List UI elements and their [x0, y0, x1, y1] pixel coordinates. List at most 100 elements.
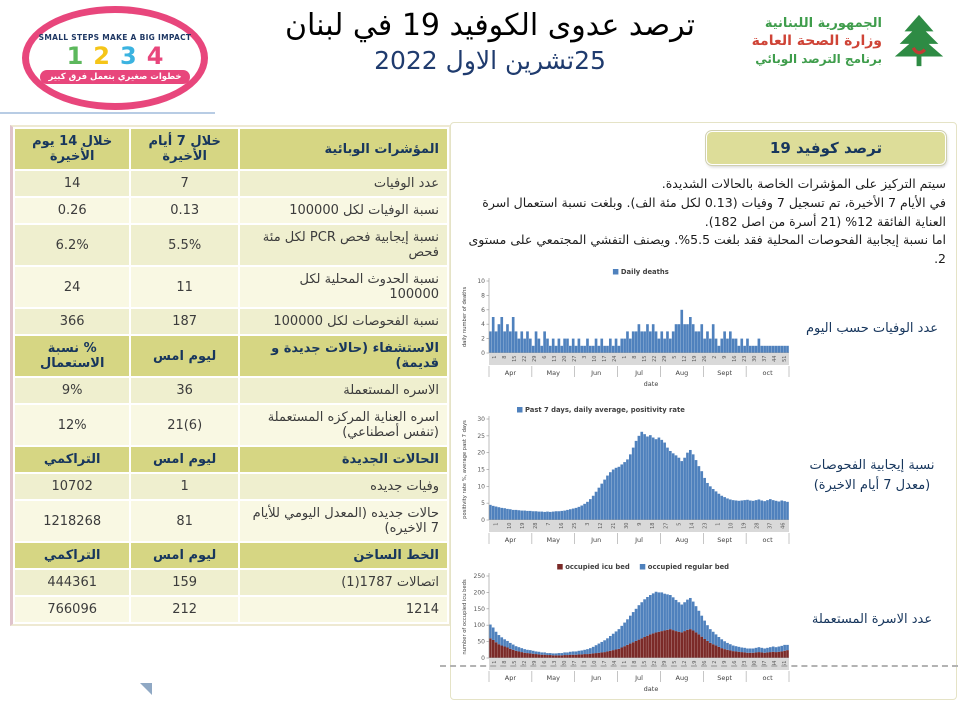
indicator-value: 212 [129, 595, 240, 624]
svg-text:0: 0 [481, 517, 485, 524]
indicator-value: ليوم امس [129, 445, 240, 474]
indicator-value: 24 [12, 265, 132, 309]
table-row: حالات جديده (المعدل اليومي للأيام 7 الاخ… [12, 499, 449, 543]
svg-text:Sept: Sept [717, 536, 732, 544]
svg-text:27: 27 [572, 661, 578, 667]
svg-text:22: 22 [652, 661, 658, 667]
svg-text:positivity rate %, average pas: positivity rate %, average past 7 days [462, 420, 468, 519]
svg-text:19: 19 [692, 356, 698, 362]
svg-text:19: 19 [520, 523, 526, 529]
svg-text:20: 20 [562, 661, 568, 667]
svg-text:44: 44 [772, 661, 778, 667]
svg-text:2: 2 [712, 661, 718, 664]
svg-text:Apr: Apr [505, 674, 517, 682]
svg-text:oct: oct [763, 536, 774, 544]
svg-text:18: 18 [650, 523, 656, 529]
svg-text:Sept: Sept [717, 369, 732, 377]
svg-text:10: 10 [592, 356, 598, 362]
svg-text:Aug: Aug [676, 536, 689, 544]
report-date: 25تشرين الاول 2022 [374, 46, 606, 75]
svg-text:Apr: Apr [505, 369, 517, 377]
positivity-label: نسبة إيجابية الفحوصات (معدل 7 أيام الاخي… [791, 456, 953, 495]
indicator-value: 7 [129, 169, 240, 198]
svg-text:30: 30 [624, 523, 630, 529]
svg-text:16: 16 [732, 356, 738, 362]
occupied-beds-chart: 0 50 100 150 200 250 1 8 15 22 29 6 13 20 27 3 10 17 24 1 8 1… [459, 560, 795, 700]
svg-text:15: 15 [512, 356, 518, 362]
indicator-value: 1 [129, 472, 240, 501]
cedar-tree-icon [894, 14, 944, 67]
svg-text:9: 9 [722, 356, 728, 359]
badge-number: 3 [120, 41, 137, 70]
svg-text:20: 20 [477, 450, 485, 457]
svg-text:23: 23 [742, 661, 748, 667]
svg-text:150: 150 [474, 606, 486, 613]
svg-text:8: 8 [632, 356, 638, 359]
svg-text:May: May [547, 536, 561, 544]
svg-text:25: 25 [572, 523, 578, 529]
svg-text:7: 7 [546, 523, 552, 526]
svg-text:44: 44 [772, 356, 778, 362]
svg-text:29: 29 [532, 661, 538, 667]
svg-text:2: 2 [481, 336, 485, 343]
summary-line-3: اما نسبة إيجابية الفحوصات المحلية فقد بل… [468, 232, 947, 266]
svg-text:22: 22 [522, 661, 528, 667]
svg-text:24: 24 [612, 356, 618, 362]
indicator-label: نسبة الوفيات لكل 100000 [238, 196, 449, 225]
svg-text:Jun: Jun [590, 369, 601, 377]
indicators-table: المؤشرات الوبائية خلال 7 أيام الأخيرة خلال… [12, 127, 449, 624]
svg-text:0: 0 [481, 655, 485, 662]
svg-text:12: 12 [682, 661, 688, 667]
svg-text:29: 29 [532, 356, 538, 362]
svg-text:17: 17 [602, 661, 608, 667]
svg-text:37: 37 [762, 661, 768, 667]
indicator-label: الحالات الجديدة [238, 445, 449, 474]
svg-text:30: 30 [752, 356, 758, 362]
table-row: 1214 212 766096 [12, 595, 449, 624]
svg-text:Jun: Jun [590, 536, 601, 544]
indicator-label: الاسره المستعملة [238, 376, 449, 405]
svg-text:5: 5 [672, 661, 678, 664]
svg-text:15: 15 [512, 661, 518, 667]
indicator-label: حالات جديده (المعدل اليومي للأيام 7 الاخ… [238, 499, 449, 543]
svg-text:37: 37 [762, 356, 768, 362]
indicator-value: 187 [129, 307, 240, 336]
svg-text:5: 5 [481, 500, 485, 507]
indicator-label: وفيات جديده [238, 472, 449, 501]
summary-line-1: سيتم التركيز على المؤشرات الخاصة بالحالا… [661, 176, 946, 191]
badge-number: 1 [66, 41, 84, 70]
svg-text:1: 1 [622, 356, 628, 359]
svg-text:Aug: Aug [676, 674, 689, 682]
indicator-value: 0.13 [129, 196, 240, 225]
table-row: عدد الوفيات 7 14 [12, 169, 449, 198]
svg-text:Aug: Aug [676, 369, 689, 377]
svg-text:Apr: Apr [505, 536, 517, 544]
svg-text:10: 10 [592, 661, 598, 667]
svg-text:number of occupied icu beds: number of occupied icu beds [462, 579, 468, 655]
svg-text:5: 5 [676, 523, 682, 526]
svg-text:6: 6 [542, 661, 548, 664]
svg-text:28: 28 [533, 523, 539, 529]
moph-line2: وزارة الصحة العامة [751, 33, 882, 50]
indicator-value: 0.26 [12, 196, 132, 225]
svg-text:occupied regular bed: occupied regular bed [648, 563, 729, 571]
indicator-label: عدد الوفيات [238, 169, 449, 198]
svg-text:27: 27 [663, 523, 669, 529]
indicator-value: 21(6) [129, 403, 240, 447]
indicator-value: ليوم امس [129, 334, 240, 378]
svg-text:10: 10 [507, 523, 513, 529]
svg-text:250: 250 [474, 573, 486, 580]
svg-text:10: 10 [477, 483, 485, 490]
svg-text:Jul: Jul [634, 536, 643, 544]
svg-text:1: 1 [494, 523, 500, 526]
table-row: نسبة إيجابية فحص PCR لكل مئة فحص 5.5% 6.2% [12, 223, 449, 267]
indicator-label: الخط الساخن [238, 541, 449, 570]
svg-text:25: 25 [477, 433, 485, 440]
svg-text:23: 23 [702, 523, 708, 529]
svg-text:1: 1 [622, 661, 628, 664]
indicator-label: نسبة الفحوصات لكل 100000 [238, 307, 449, 336]
table-corner-triangle [140, 683, 152, 695]
